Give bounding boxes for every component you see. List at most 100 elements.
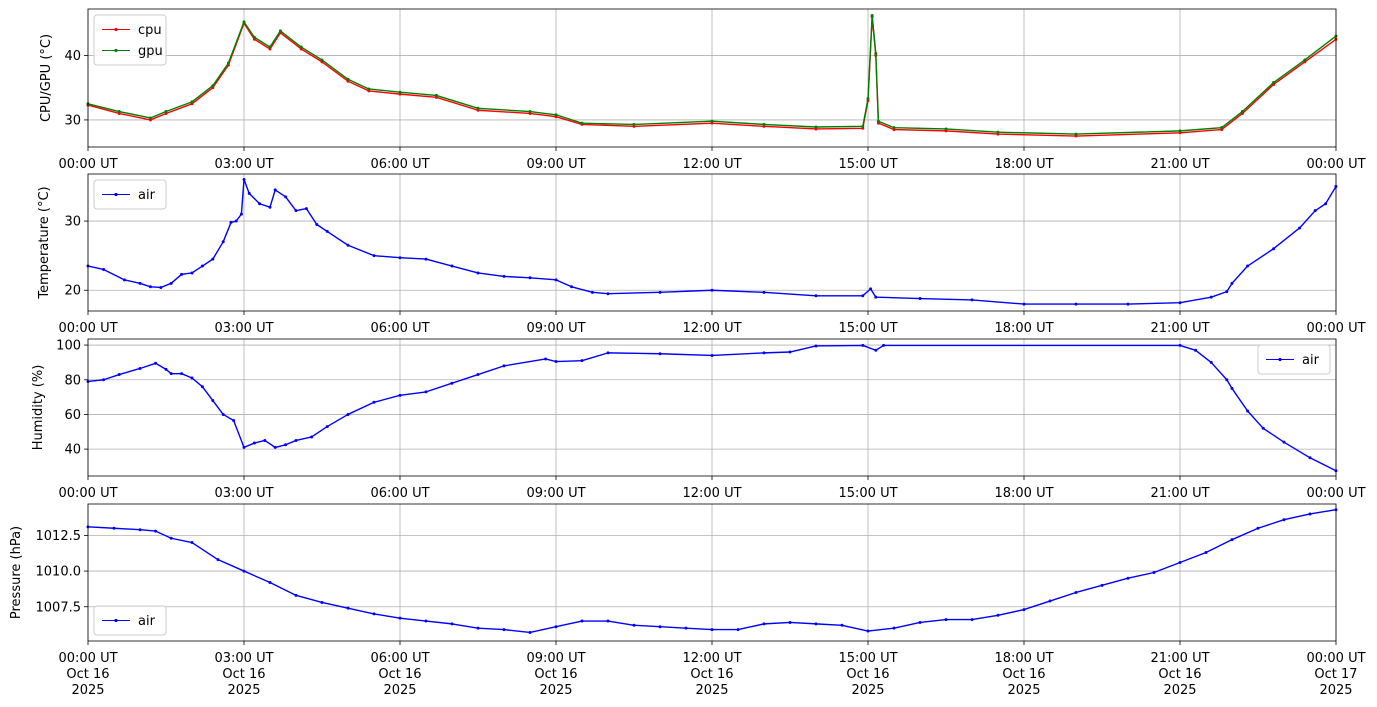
y-tick-label: 40 [64,443,81,458]
legend: air [93,179,167,210]
data-point-gpu [710,119,714,123]
x-tick-label: 18:00 UT [994,486,1053,501]
y-tick-label: 1012.5 [36,529,82,544]
data-point-air [424,390,428,394]
data-point-air [814,344,818,348]
data-point-air [502,364,506,368]
data-point-gpu [117,110,121,114]
legend: air [1257,344,1331,375]
data-point-gpu [944,127,948,131]
x-tick-label: 15:00 UT [838,321,897,336]
legend-label-air: air [138,614,156,629]
legend-marker-cpu [114,27,118,32]
data-point-gpu [278,29,282,33]
x-tick-label: Oct 16 [1002,667,1045,682]
grid-lines [87,504,1337,641]
x-tick-label: 06:00 UT [370,321,429,336]
legend-marker-air [114,618,118,623]
data-point-air [1126,302,1130,306]
data-point-air [346,606,350,610]
data-point-air [138,528,142,532]
data-point-air [154,529,158,533]
data-point-air [1282,518,1286,522]
data-point-air [450,381,454,385]
data-point-air [190,271,194,275]
chart-panel-3: 40 60 80 100 00:00 UT 03:00 UT 06:00 UT 09:00 U… [31,339,1366,501]
data-point-air [762,622,766,626]
data-point-air [866,629,870,633]
data-point-air [658,625,662,629]
data-point-air [169,372,173,376]
data-point-air [325,425,329,429]
data-point-air [1298,226,1302,230]
data-point-air [1178,343,1182,347]
x-tick-label: Oct 16 [846,667,889,682]
data-point-air [1282,440,1286,444]
x-tick-label: 00:00 UT [1306,651,1365,666]
data-point-air [1178,561,1182,565]
data-point-air [1225,378,1229,382]
data-point-air [102,267,106,271]
data-point-gpu [252,35,256,39]
data-point-air [1313,209,1317,213]
data-point-gpu [1220,126,1224,130]
data-point-air [861,343,865,347]
x-tick-label: 00:00 UT [1306,321,1365,336]
x-tick-label: 03:00 UT [214,157,273,172]
x-tick-label: 2025 [227,683,260,698]
data-point-gpu [476,106,480,110]
data-point-air [606,292,610,296]
x-tick-label: 12:00 UT [682,321,741,336]
x-tick-label: 12:00 UT [682,486,741,501]
data-point-air [159,285,163,289]
y-axis-label: CPU/GPU (°C) [39,34,54,122]
x-tick-label: 18:00 UT [994,321,1053,336]
data-point-air [528,276,532,280]
legend-marker-air [114,192,118,197]
data-point-air [1324,202,1328,206]
data-point-gpu [814,125,818,129]
data-point-gpu [1240,110,1244,114]
y-axis-label: Humidity (%) [31,365,46,451]
x-tick-label: Oct 16 [378,667,421,682]
data-point-air [273,445,277,449]
data-point-gpu [148,116,152,120]
series-air [86,178,1338,306]
data-point-air [200,385,204,389]
x-tick-label: Oct 17 [1314,667,1357,682]
legend-label-air: air [138,188,156,203]
x-tick-label: 18:00 UT [994,157,1053,172]
data-point-gpu [1074,132,1078,136]
data-point-air [1308,512,1312,516]
data-point-air [554,360,558,364]
x-tick-label: 12:00 UT [682,651,741,666]
data-point-air [1272,247,1276,251]
grid-lines [87,339,1337,476]
data-point-gpu [866,97,870,101]
data-point-air [398,616,402,620]
data-point-air [284,195,288,199]
data-point-air [476,373,480,377]
data-point-air [234,219,238,223]
data-point-air [814,294,818,298]
data-point-air [1022,302,1026,306]
x-tick-label: 00:00 UT [58,486,117,501]
data-point-air [736,628,740,632]
data-point-air [710,288,714,292]
data-point-air [762,290,766,294]
data-point-gpu [861,124,865,128]
data-point-gpu [1272,81,1276,85]
data-point-gpu [1178,129,1182,133]
data-point-air [112,526,116,530]
data-point-air [325,229,329,233]
data-point-air [154,361,158,365]
data-point-gpu [876,119,880,123]
y-tick-label: 60 [64,408,81,423]
data-point-air [1256,526,1260,530]
data-point-air [970,298,974,302]
data-point-air [398,256,402,260]
data-point-air [258,202,262,206]
x-tick-label: 21:00 UT [1150,321,1209,336]
data-point-air [372,612,376,616]
data-point-air [424,257,428,261]
